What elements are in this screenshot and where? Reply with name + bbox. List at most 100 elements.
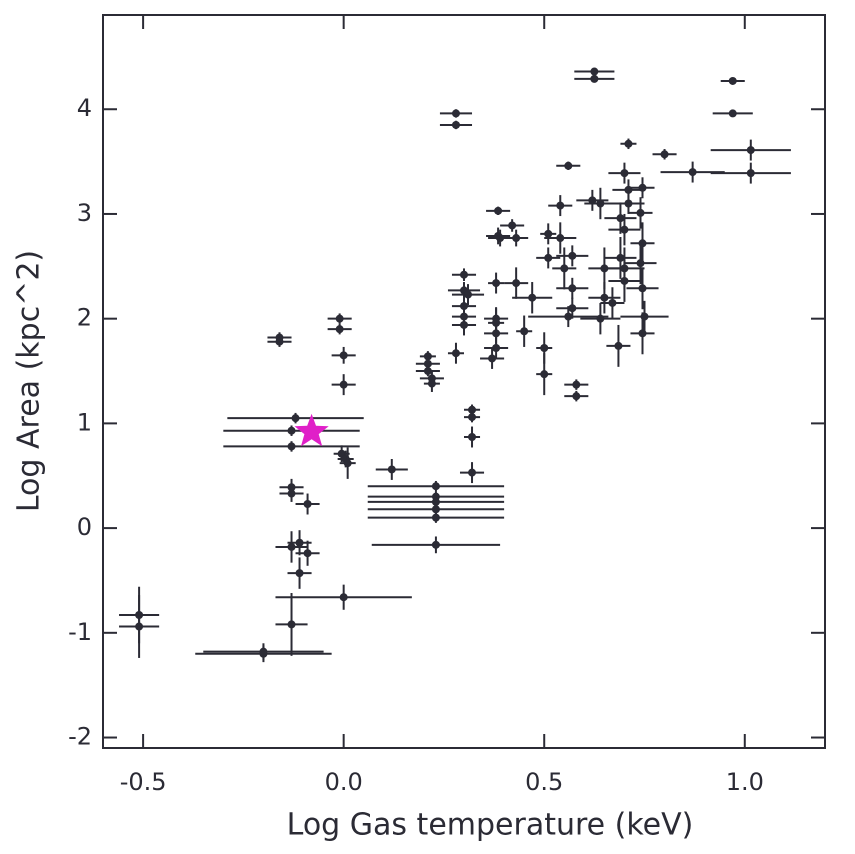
data-point <box>431 505 440 514</box>
data-point <box>638 183 647 192</box>
data-point <box>259 647 268 656</box>
data-point <box>596 314 605 323</box>
data-point <box>728 76 737 85</box>
data-point <box>431 482 440 491</box>
data-point <box>287 620 296 629</box>
data-point <box>636 208 645 217</box>
data-point <box>520 327 529 336</box>
data-point <box>295 569 304 578</box>
data-point <box>460 320 468 329</box>
data-point <box>291 414 300 423</box>
data-point <box>468 413 477 422</box>
data-point <box>624 199 633 208</box>
data-point <box>564 312 573 321</box>
data-point <box>636 259 645 268</box>
data-point <box>287 426 296 435</box>
data-point <box>427 379 436 388</box>
data-point <box>303 549 312 558</box>
data-point <box>468 405 477 414</box>
data-point <box>287 542 296 551</box>
data-point <box>451 120 460 129</box>
data-point <box>528 293 537 302</box>
y-axis-title: Log Area (kpc^2) <box>12 250 47 512</box>
data-point <box>492 279 501 288</box>
data-point <box>387 465 396 474</box>
star-point <box>294 413 329 447</box>
data-point <box>287 442 296 451</box>
data-point <box>638 284 647 293</box>
data-point <box>540 370 549 379</box>
data-point <box>688 168 697 177</box>
y-tick-label: 1 <box>77 408 92 436</box>
y-tick-label: 3 <box>77 199 92 227</box>
data-point <box>460 270 468 279</box>
data-point <box>608 298 617 307</box>
data-point <box>590 67 599 76</box>
data-point <box>451 349 460 358</box>
data-point <box>508 221 517 230</box>
data-point <box>600 293 609 302</box>
x-tick-label: 0.5 <box>525 768 563 796</box>
data-point <box>451 109 460 118</box>
data-point <box>423 359 432 368</box>
data-point <box>135 622 144 631</box>
x-tick-label: 0.0 <box>325 768 363 796</box>
data-point <box>564 161 573 170</box>
data-point <box>512 279 521 288</box>
x-axis-title: Log Gas temperature (keV) <box>287 808 694 843</box>
data-point <box>339 380 348 389</box>
data-point <box>728 109 737 118</box>
y-tick-label: -1 <box>68 618 92 646</box>
y-tick-label: -2 <box>68 723 92 751</box>
data-point <box>335 314 344 323</box>
data-point <box>468 432 477 441</box>
data-point <box>512 234 521 243</box>
data-point <box>568 304 577 313</box>
data-point <box>568 284 577 293</box>
data-point <box>556 234 565 243</box>
data-point <box>590 74 599 83</box>
data-point <box>496 234 505 243</box>
data-point <box>431 513 440 522</box>
data-point <box>620 169 629 178</box>
data-point <box>616 253 625 262</box>
data-point <box>746 169 755 178</box>
data-point <box>431 497 440 506</box>
data-point <box>616 214 625 223</box>
data-point <box>544 253 553 262</box>
data-point <box>624 185 633 194</box>
data-point <box>339 351 348 360</box>
data-point <box>488 354 497 363</box>
y-tick-label: 4 <box>77 94 92 122</box>
data-point <box>295 538 304 547</box>
data-point <box>343 459 352 468</box>
data-point <box>640 312 649 321</box>
data-point <box>335 325 344 334</box>
data-point <box>468 468 477 477</box>
data-point <box>492 329 501 338</box>
x-tick-label: -0.5 <box>120 768 167 796</box>
data-point <box>303 500 312 509</box>
data-point <box>431 540 440 549</box>
data-point <box>423 367 432 376</box>
data-point <box>339 593 348 602</box>
data-point <box>596 199 605 208</box>
data-point <box>614 341 623 350</box>
data-point <box>275 337 284 346</box>
y-tick-label: 0 <box>77 513 92 541</box>
data-point <box>572 392 581 401</box>
data-point <box>624 139 633 148</box>
data-point <box>620 225 629 234</box>
data-point <box>494 206 503 215</box>
data-point <box>620 276 629 285</box>
data-point <box>464 290 473 299</box>
data-point <box>492 343 501 352</box>
data-point <box>572 380 581 389</box>
y-tick-label: 2 <box>77 304 92 332</box>
data-point <box>544 229 553 238</box>
data-point <box>588 196 597 205</box>
plot-frame <box>102 14 826 749</box>
data-point <box>556 201 565 210</box>
data-point <box>660 150 669 159</box>
